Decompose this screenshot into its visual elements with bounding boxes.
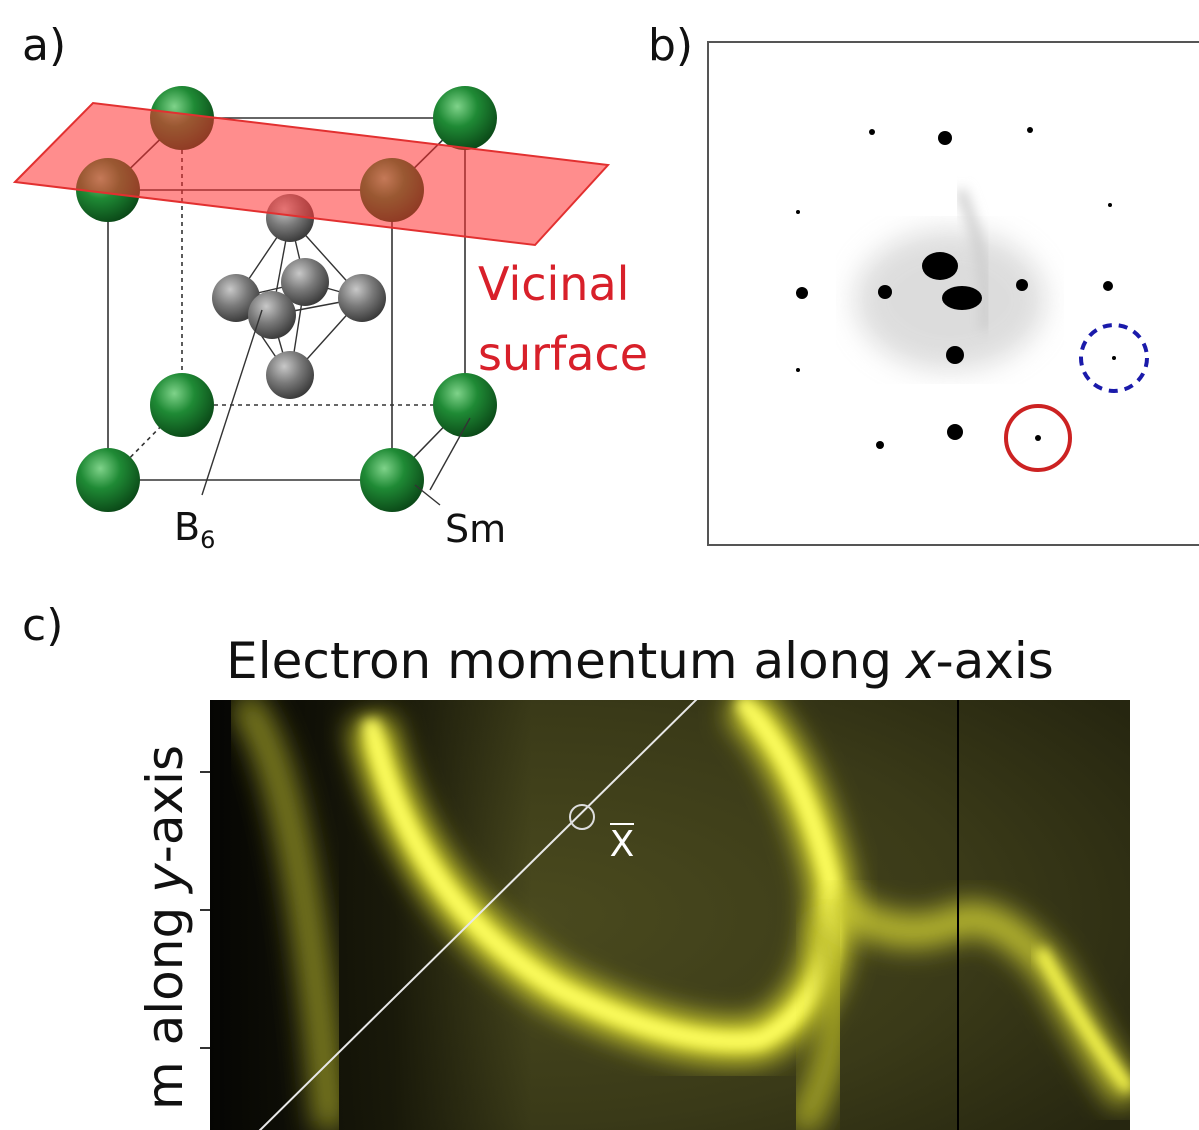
y-ticks xyxy=(200,772,210,1048)
plane-label: Vicinal xyxy=(478,257,629,311)
panel-a: a) Vicinal surface xyxy=(15,20,648,554)
figure: a) Vicinal surface xyxy=(0,0,1199,1130)
panel-label: a) xyxy=(22,20,66,71)
y-axis-label: m alongy-axis xyxy=(136,745,194,1110)
panel-b: b) xyxy=(648,20,1199,545)
arpes-map xyxy=(210,696,1130,1130)
plane-label: surface xyxy=(478,327,648,381)
panel-label: b) xyxy=(648,20,693,71)
sm-label: Sm xyxy=(445,507,506,551)
b6-label: B6 xyxy=(174,505,215,554)
point-label: X xyxy=(610,824,635,865)
panel-label: c) xyxy=(22,600,63,651)
